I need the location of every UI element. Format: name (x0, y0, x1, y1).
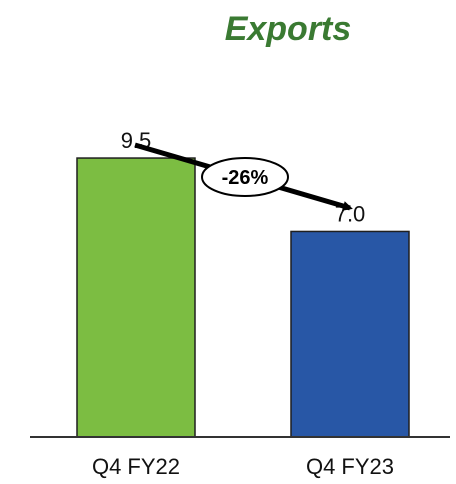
category-label-2: Q4 FY23 (306, 454, 394, 479)
change-badge (201, 157, 289, 197)
change-annotation: -26% (134, 142, 353, 211)
bar-1 (76, 157, 196, 438)
change-percent-label: -26% (222, 167, 269, 189)
chart-title: Exports (225, 10, 352, 48)
bar-2 (290, 230, 410, 438)
category-label-1: Q4 FY22 (92, 454, 180, 479)
bars-group (76, 157, 410, 438)
